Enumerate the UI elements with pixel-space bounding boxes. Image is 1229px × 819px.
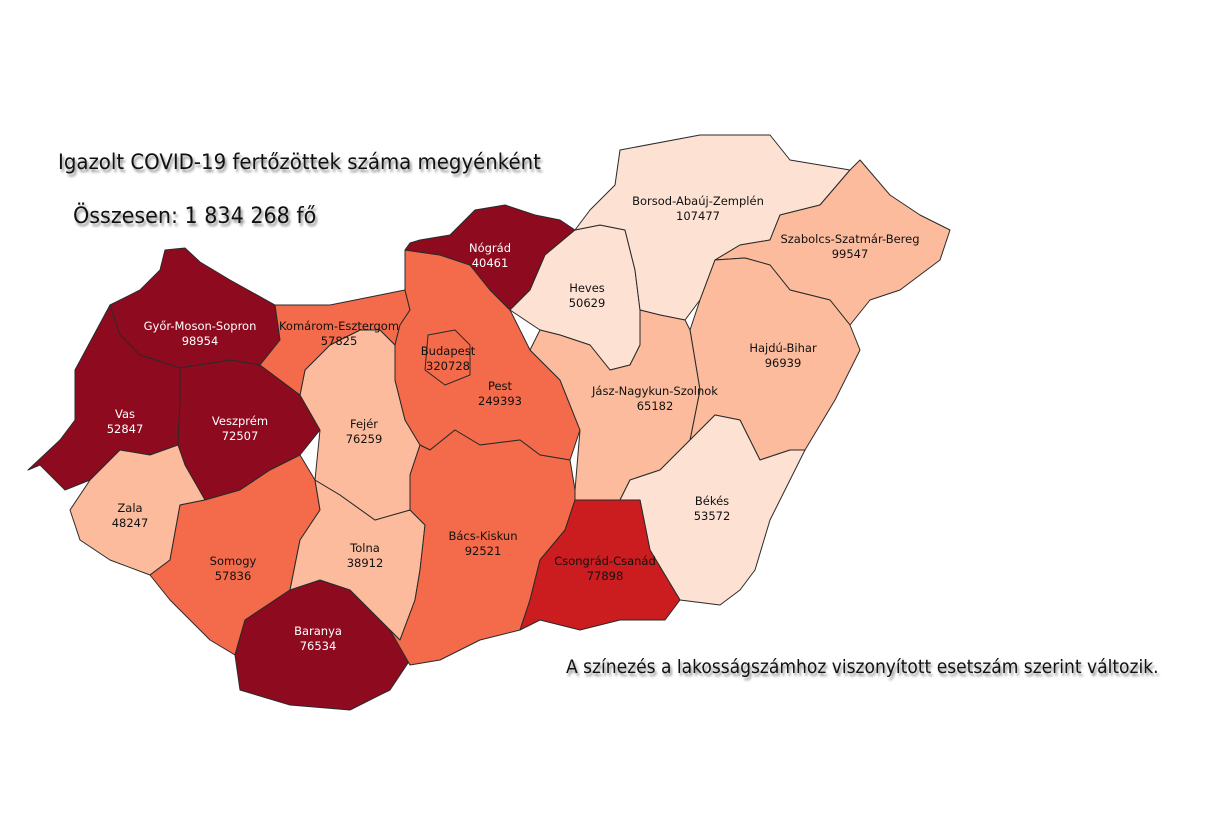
county-name-label: Komárom-Esztergom	[279, 319, 399, 333]
county-case-count-label: 320728	[426, 359, 470, 373]
county-case-count-label: 65182	[637, 399, 674, 413]
county-case-count-label: 40461	[472, 256, 509, 270]
county-case-count-label: 99547	[832, 247, 869, 261]
county-name-label: Zala	[117, 501, 142, 515]
county-case-count-label: 92521	[465, 544, 502, 558]
county-name-label: Fejér	[350, 417, 378, 431]
county-case-count-label: 57836	[215, 569, 252, 583]
county-name-label: Borsod-Abaúj-Zemplén	[632, 194, 764, 208]
county-case-count-label: 107477	[676, 209, 720, 223]
county-case-count-label: 50629	[569, 296, 606, 310]
county-name-label: Csongrád-Csanád	[554, 554, 656, 568]
county-case-count-label: 249393	[478, 394, 522, 408]
county-name-label: Baranya	[294, 624, 342, 638]
county-name-label: Heves	[569, 281, 605, 295]
county-case-count-label: 98954	[182, 334, 219, 348]
county-name-label: Jász-Nagykun-Szolnok	[591, 384, 718, 398]
county-name-label: Veszprém	[212, 414, 268, 428]
county-case-count-label: 77898	[587, 569, 624, 583]
county-name-label: Szabolcs-Szatmár-Bereg	[780, 232, 919, 246]
county-case-count-label: 76259	[346, 432, 383, 446]
county-name-label: Nógrád	[469, 241, 511, 255]
county-case-count-label: 96939	[765, 356, 802, 370]
map-title: Igazolt COVID-19 fertőzöttek száma megyé…	[58, 150, 541, 174]
county-budapest	[424, 329, 471, 386]
county-name-label: Budapest	[421, 344, 476, 358]
county-case-count-label: 52847	[107, 422, 144, 436]
county-jasz-nagykun-szolnok	[529, 309, 701, 501]
county-name-label: Somogy	[210, 554, 257, 568]
county-name-label: Hajdú-Bihar	[749, 341, 817, 355]
county-case-count-label: 57825	[321, 334, 358, 348]
county-case-count-label: 48247	[112, 516, 149, 530]
county-name-label: Vas	[115, 407, 135, 421]
total-count: Összesen: 1 834 268 fő	[73, 204, 317, 229]
county-name-label: Békés	[695, 494, 729, 508]
county-name-label: Bács-Kiskun	[448, 529, 517, 543]
county-name-label: Pest	[488, 379, 513, 393]
county-komarom-esztergom	[259, 289, 411, 396]
county-case-count-label: 72507	[222, 429, 259, 443]
county-case-count-label: 76534	[300, 639, 337, 653]
county-name-label: Győr-Moson-Sopron	[144, 319, 257, 333]
county-case-count-label: 53572	[694, 509, 731, 523]
county-csongrad-csanad	[519, 499, 681, 631]
color-note: A színezés a lakosságszámhoz viszonyítot…	[566, 656, 1159, 678]
county-case-count-label: 38912	[347, 556, 384, 570]
county-name-label: Tolna	[349, 541, 380, 555]
